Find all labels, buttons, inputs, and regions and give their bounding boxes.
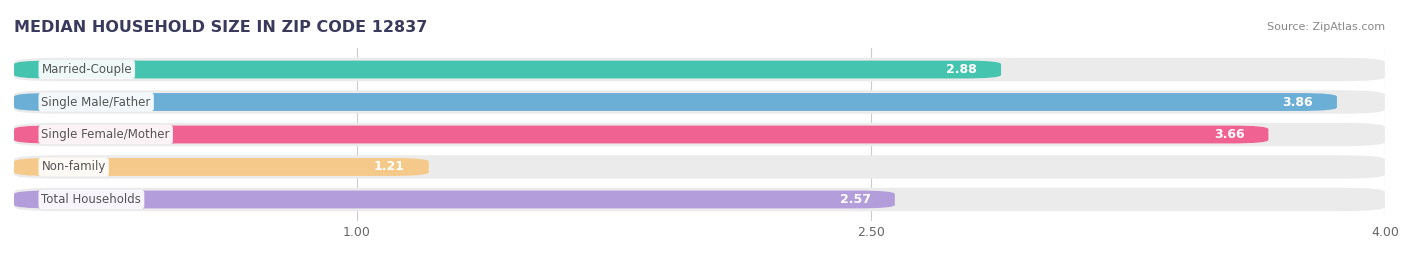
Text: MEDIAN HOUSEHOLD SIZE IN ZIP CODE 12837: MEDIAN HOUSEHOLD SIZE IN ZIP CODE 12837: [14, 20, 427, 35]
Text: Total Households: Total Households: [42, 193, 142, 206]
Text: 3.86: 3.86: [1282, 95, 1313, 108]
FancyBboxPatch shape: [14, 58, 1385, 81]
Text: Married-Couple: Married-Couple: [42, 63, 132, 76]
Text: Single Female/Mother: Single Female/Mother: [42, 128, 170, 141]
Text: 2.57: 2.57: [839, 193, 870, 206]
Text: Source: ZipAtlas.com: Source: ZipAtlas.com: [1267, 22, 1385, 31]
Text: 1.21: 1.21: [374, 161, 405, 174]
FancyBboxPatch shape: [14, 155, 1385, 179]
FancyBboxPatch shape: [14, 61, 1001, 79]
Text: 2.88: 2.88: [946, 63, 977, 76]
Text: Single Male/Father: Single Male/Father: [42, 95, 150, 108]
Text: 3.66: 3.66: [1213, 128, 1244, 141]
FancyBboxPatch shape: [14, 90, 1385, 114]
FancyBboxPatch shape: [14, 190, 894, 208]
FancyBboxPatch shape: [14, 158, 429, 176]
FancyBboxPatch shape: [14, 93, 1337, 111]
FancyBboxPatch shape: [14, 188, 1385, 211]
FancyBboxPatch shape: [14, 126, 1268, 143]
FancyBboxPatch shape: [14, 123, 1385, 146]
Text: Non-family: Non-family: [42, 161, 105, 174]
